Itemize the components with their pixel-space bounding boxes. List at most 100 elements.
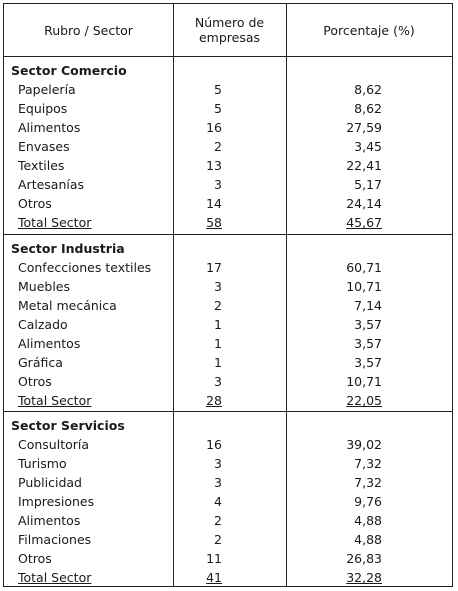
count-cell: 1 bbox=[214, 336, 222, 351]
count-cell: 2 bbox=[214, 532, 222, 547]
count-cell: 5 bbox=[214, 82, 222, 97]
percent-cell: 10,71 bbox=[346, 279, 382, 294]
percent-cell: 10,71 bbox=[346, 374, 382, 389]
count-cell: 13 bbox=[206, 158, 222, 173]
header-numero-empresas: Número de empresas bbox=[194, 15, 265, 45]
rubro-cell: Artesanías bbox=[18, 177, 85, 192]
percent-cell: 24,14 bbox=[346, 196, 382, 211]
section-title: Sector Servicios bbox=[11, 418, 125, 433]
count-cell: 1 bbox=[214, 317, 222, 332]
percent-cell: 8,62 bbox=[354, 82, 382, 97]
total-percent: 22,05 bbox=[346, 393, 382, 408]
count-cell: 3 bbox=[214, 456, 222, 471]
rubro-cell: Consultoría bbox=[18, 437, 90, 452]
table-row: Otros 14 24,14 bbox=[4, 194, 452, 213]
total-percent: 32,28 bbox=[346, 570, 382, 585]
count-cell: 3 bbox=[214, 374, 222, 389]
percent-cell: 39,02 bbox=[346, 437, 382, 452]
rubro-cell: Filmaciones bbox=[18, 532, 92, 547]
rubro-cell: Muebles bbox=[18, 279, 71, 294]
count-cell: 3 bbox=[214, 475, 222, 490]
count-cell: 5 bbox=[214, 101, 222, 116]
total-count: 28 bbox=[206, 393, 222, 408]
rubro-cell: Otros bbox=[18, 374, 52, 389]
data-table: Rubro / Sector Número de empresas Porcen… bbox=[3, 3, 453, 587]
count-cell: 14 bbox=[206, 196, 222, 211]
rubro-cell: Alimentos bbox=[18, 513, 81, 528]
rubro-cell: Metal mecánica bbox=[18, 298, 117, 313]
column-divider-2 bbox=[286, 4, 287, 586]
table-row: Muebles 3 10,71 bbox=[4, 277, 452, 296]
count-cell: 2 bbox=[214, 298, 222, 313]
column-divider-1 bbox=[173, 4, 174, 586]
section-comercio: Sector Comercio Papelería 5 8,62 Equipos 5 8,6… bbox=[4, 57, 452, 234]
count-cell: 4 bbox=[214, 494, 222, 509]
table-row: Equipos 5 8,62 bbox=[4, 99, 452, 118]
total-label: Total Sector bbox=[18, 215, 92, 230]
percent-cell: 3,45 bbox=[354, 139, 382, 154]
percent-cell: 3,57 bbox=[354, 336, 382, 351]
count-cell: 2 bbox=[214, 513, 222, 528]
rubro-cell: Gráfica bbox=[18, 355, 63, 370]
table-row: Gráfica 1 3,57 bbox=[4, 353, 452, 372]
count-cell: 2 bbox=[214, 139, 222, 154]
header-porcentaje: Porcentaje (%) bbox=[323, 22, 415, 38]
total-count: 41 bbox=[206, 570, 222, 585]
section-industria: Sector Industria Confecciones textiles 17 6… bbox=[4, 234, 452, 412]
percent-cell: 60,71 bbox=[346, 260, 382, 275]
rubro-cell: Papelería bbox=[18, 82, 76, 97]
rubro-cell: Publicidad bbox=[18, 475, 82, 490]
table-row: Confecciones textiles 17 60,71 bbox=[4, 258, 452, 277]
section-title-row: Sector Servicios bbox=[4, 416, 452, 435]
section-servicios: Sector Servicios Consultoría 16 39,02 Turism… bbox=[4, 411, 452, 587]
table-row: Turismo 3 7,32 bbox=[4, 454, 452, 473]
table-row: Alimentos 2 4,88 bbox=[4, 511, 452, 530]
table-row: Textiles 13 22,41 bbox=[4, 156, 452, 175]
percent-cell: 22,41 bbox=[346, 158, 382, 173]
table-row: Consultoría 16 39,02 bbox=[4, 435, 452, 454]
total-label: Total Sector bbox=[18, 570, 92, 585]
percent-cell: 8,62 bbox=[354, 101, 382, 116]
rubro-cell: Otros bbox=[18, 196, 52, 211]
total-row: Total Sector 58 45,67 bbox=[4, 213, 452, 232]
table-row: Otros 3 10,71 bbox=[4, 372, 452, 391]
header-rubro: Rubro / Sector bbox=[44, 22, 133, 38]
count-cell: 16 bbox=[206, 120, 222, 135]
rubro-cell: Otros bbox=[18, 551, 52, 566]
table-row: Impresiones 4 9,76 bbox=[4, 492, 452, 511]
table-row: Metal mecánica 2 7,14 bbox=[4, 296, 452, 315]
percent-cell: 4,88 bbox=[354, 513, 382, 528]
rubro-cell: Confecciones textiles bbox=[18, 260, 152, 275]
section-title: Sector Industria bbox=[11, 241, 125, 256]
percent-cell: 3,57 bbox=[354, 355, 382, 370]
percent-cell: 9,76 bbox=[354, 494, 382, 509]
percent-cell: 3,57 bbox=[354, 317, 382, 332]
rubro-cell: Textiles bbox=[18, 158, 65, 173]
table-row: Alimentos 16 27,59 bbox=[4, 118, 452, 137]
percent-cell: 7,32 bbox=[354, 456, 382, 471]
table-row: Filmaciones 2 4,88 bbox=[4, 530, 452, 549]
count-cell: 1 bbox=[214, 355, 222, 370]
count-cell: 16 bbox=[206, 437, 222, 452]
section-title: Sector Comercio bbox=[11, 63, 127, 78]
percent-cell: 26,83 bbox=[346, 551, 382, 566]
table-row: Envases 2 3,45 bbox=[4, 137, 452, 156]
rubro-cell: Alimentos bbox=[18, 120, 81, 135]
total-row: Total Sector 28 22,05 bbox=[4, 391, 452, 410]
count-cell: 11 bbox=[206, 551, 222, 566]
total-label: Total Sector bbox=[18, 393, 92, 408]
percent-cell: 5,17 bbox=[354, 177, 382, 192]
count-cell: 17 bbox=[206, 260, 222, 275]
percent-cell: 7,32 bbox=[354, 475, 382, 490]
section-title-row: Sector Comercio bbox=[4, 61, 452, 80]
count-cell: 3 bbox=[214, 279, 222, 294]
rubro-cell: Envases bbox=[18, 139, 70, 154]
total-row: Total Sector 41 32,28 bbox=[4, 568, 452, 587]
rubro-cell: Impresiones bbox=[18, 494, 95, 509]
rubro-cell: Calzado bbox=[18, 317, 68, 332]
rubro-cell: Alimentos bbox=[18, 336, 81, 351]
table-row: Publicidad 3 7,32 bbox=[4, 473, 452, 492]
percent-cell: 27,59 bbox=[346, 120, 382, 135]
rubro-cell: Equipos bbox=[18, 101, 68, 116]
total-percent: 45,67 bbox=[346, 215, 382, 230]
